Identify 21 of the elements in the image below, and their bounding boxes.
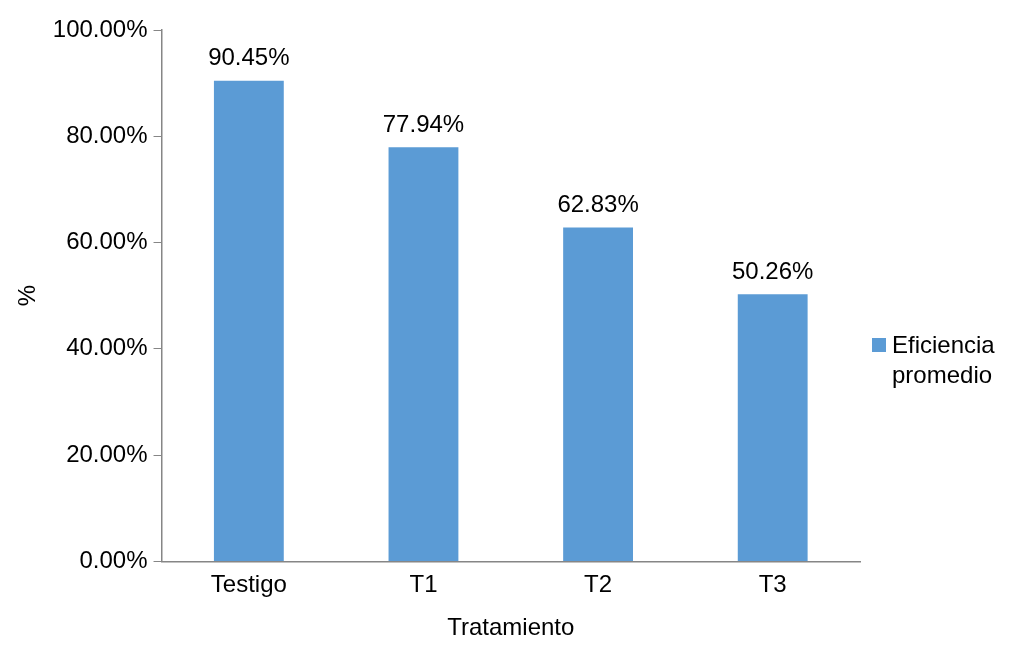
bar [388,147,459,561]
y-axis-title: % [13,285,41,307]
x-tick-label: T3 [758,570,787,598]
y-tick-label: 20.00% [66,439,148,467]
x-tick-label: Testigo [210,570,287,598]
bar [563,227,633,561]
bar [737,294,808,561]
bar [213,80,284,561]
x-axis-title: Tratamiento [447,613,575,641]
data-label: 90.45% [208,43,290,71]
y-tick-label: 80.00% [66,120,148,148]
data-label: 77.94% [382,109,465,137]
x-tick-label: T2 [584,570,613,598]
x-tick-label: T1 [409,570,438,598]
legend-label: Eficiencia promedio [892,330,996,390]
y-tick-label: 100.00% [52,14,148,42]
data-label: 62.83% [557,190,639,218]
y-tick-label: 40.00% [66,333,148,361]
y-tick-label: 60.00% [66,227,148,255]
data-label: 50.26% [731,256,814,284]
y-tick-label: 0.00% [79,546,148,574]
